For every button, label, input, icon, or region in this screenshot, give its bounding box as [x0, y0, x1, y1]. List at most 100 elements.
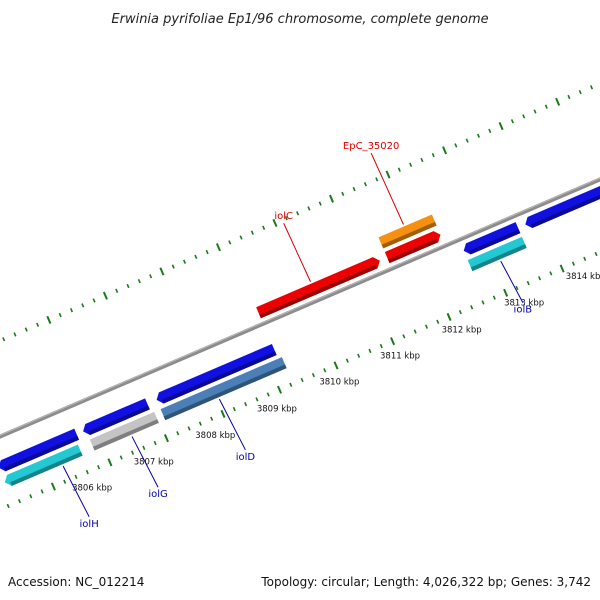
scale-label: 3814 kbp: [566, 272, 600, 282]
tick-mark: [368, 348, 372, 354]
scale-label: 3807 kbp: [134, 457, 174, 467]
tick-mark: [194, 254, 198, 260]
tick-mark: [205, 249, 209, 255]
tick-mark: [555, 97, 561, 106]
g-iolD-leader-line: [218, 398, 246, 451]
tick-mark: [590, 85, 594, 90]
g-iolG-feature: [89, 411, 159, 451]
tick-mark: [594, 251, 598, 257]
scale-label: 3808 kbp: [195, 431, 235, 441]
tick-mark: [345, 358, 349, 363]
gene-shadow: [10, 451, 83, 486]
tick-mark: [488, 128, 492, 134]
scale-label: 3812 kbp: [442, 325, 482, 335]
tick-mark: [102, 291, 108, 300]
tick-mark: [296, 211, 300, 216]
tick-mark: [402, 334, 406, 339]
tick-mark: [58, 312, 62, 318]
g-EpC-label: EpC_35020: [343, 141, 399, 152]
tick-mark: [526, 280, 530, 286]
gene-shadow: [470, 244, 527, 272]
tick-mark: [149, 274, 153, 279]
tick-mark: [538, 276, 542, 281]
tick-mark: [13, 332, 17, 337]
tick-mark: [390, 337, 396, 346]
tick-mark: [458, 309, 462, 315]
tick-mark: [159, 267, 165, 276]
tick-mark: [244, 402, 248, 407]
tick-mark: [289, 382, 293, 387]
tick-mark: [578, 89, 582, 95]
gene-shadow: [161, 351, 277, 404]
gene-shadow: [387, 238, 439, 264]
tick-mark: [220, 409, 226, 418]
tick-mark: [498, 121, 504, 131]
tick-mark: [510, 119, 514, 124]
tick-mark: [431, 152, 435, 158]
tick-mark: [239, 235, 243, 240]
tick-mark: [420, 157, 424, 163]
tick-mark: [137, 278, 141, 284]
gene-shadow: [92, 419, 159, 451]
gene-shadow: [469, 229, 521, 255]
tick-mark: [454, 143, 458, 148]
tick-mark: [436, 319, 440, 324]
tick-mark: [92, 298, 96, 303]
tick-mark: [97, 465, 101, 470]
g-left-a-feature: [0, 428, 80, 472]
g-c-feature: [156, 343, 277, 404]
tick-mark: [232, 406, 236, 412]
gene-block: [463, 222, 521, 255]
tick-mark: [533, 109, 537, 114]
gene-block: [525, 185, 600, 229]
tick-mark: [284, 215, 288, 221]
tick-mark: [63, 479, 67, 484]
tick-mark: [522, 114, 526, 119]
gene-shadow: [88, 405, 150, 435]
tick-mark: [385, 170, 391, 179]
tick-mark: [549, 271, 553, 276]
tick-mark: [142, 445, 146, 450]
tick-mark: [85, 469, 89, 475]
tick-mark: [379, 343, 383, 349]
tick-mark: [492, 295, 496, 300]
tick-mark: [228, 240, 232, 245]
gene-block: [156, 343, 277, 404]
tick-mark: [262, 225, 266, 230]
tick-mark: [503, 288, 509, 297]
tick-mark: [50, 482, 56, 491]
g-d-feature: [463, 222, 521, 255]
tick-mark: [24, 327, 28, 332]
tick-mark: [311, 372, 315, 378]
tick-mark: [81, 303, 85, 308]
tick-mark: [126, 283, 130, 289]
map-title: Erwinia pyrifoliae Ep1/96 chromosome, co…: [111, 12, 488, 27]
gene-block: [83, 398, 150, 435]
tick-mark: [17, 498, 22, 504]
tick-mark: [36, 322, 40, 327]
tick-mark: [74, 474, 78, 480]
tick-mark: [544, 104, 548, 109]
g-red2-feature: [384, 231, 441, 264]
tick-mark: [583, 256, 587, 261]
tick-mark: [300, 377, 304, 383]
tick-mark: [413, 329, 417, 334]
scale-label: 3813 kbp: [504, 298, 544, 308]
g-iolD-feature: [160, 357, 287, 421]
tick-mark: [318, 201, 322, 206]
tick-mark: [476, 133, 481, 138]
tick-mark: [163, 434, 169, 443]
tick-mark: [323, 368, 327, 373]
g-iolC-leader-line: [283, 223, 311, 282]
accession-text: Accession: NC_012214: [8, 575, 144, 589]
tick-mark: [329, 194, 335, 203]
tick-mark: [446, 312, 452, 322]
tick-mark: [567, 94, 571, 100]
tick-mark: [250, 230, 254, 235]
tick-mark: [2, 337, 6, 342]
tick-mark: [341, 191, 345, 197]
tick-mark: [115, 288, 119, 293]
scale-label: 3811 kbp: [380, 352, 420, 362]
g-iolG-label: iolG: [148, 489, 167, 500]
